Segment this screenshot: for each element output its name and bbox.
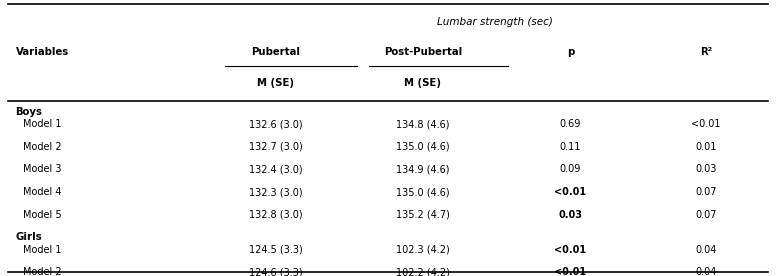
Text: 0.69: 0.69 [559,119,581,129]
Text: 0.03: 0.03 [559,210,582,220]
Text: 0.01: 0.01 [695,142,717,152]
Text: 0.03: 0.03 [695,164,717,174]
Text: 132.6 (3.0): 132.6 (3.0) [248,119,303,129]
Text: 134.9 (4.6): 134.9 (4.6) [397,164,449,174]
Text: 124.6 (3.3): 124.6 (3.3) [248,267,303,276]
Text: 102.3 (4.2): 102.3 (4.2) [396,245,450,255]
Text: 124.5 (3.3): 124.5 (3.3) [248,245,303,255]
Text: Model 2: Model 2 [23,267,62,276]
Text: 0.04: 0.04 [695,245,717,255]
Text: Model 3: Model 3 [23,164,62,174]
Text: 0.07: 0.07 [695,187,717,197]
Text: Variables: Variables [16,47,69,57]
Text: Model 1: Model 1 [23,119,62,129]
Text: M (SE): M (SE) [404,78,442,88]
Text: 135.0 (4.6): 135.0 (4.6) [396,187,450,197]
Text: <0.01: <0.01 [554,187,587,197]
Text: p: p [566,47,574,57]
Text: 135.2 (4.7): 135.2 (4.7) [396,210,450,220]
Text: 0.09: 0.09 [559,164,581,174]
Text: <0.01: <0.01 [691,119,721,129]
Text: 132.7 (3.0): 132.7 (3.0) [248,142,303,152]
Text: Pubertal: Pubertal [251,47,300,57]
Text: Post-Pubertal: Post-Pubertal [384,47,462,57]
Text: Lumbar strength (sec): Lumbar strength (sec) [437,17,553,27]
Text: 135.0 (4.6): 135.0 (4.6) [396,142,450,152]
Text: <0.01: <0.01 [554,245,587,255]
Text: 132.3 (3.0): 132.3 (3.0) [248,187,303,197]
Text: Model 5: Model 5 [23,210,62,220]
Text: Model 2: Model 2 [23,142,62,152]
Text: 134.8 (4.6): 134.8 (4.6) [397,119,449,129]
Text: M (SE): M (SE) [257,78,294,88]
Text: Girls: Girls [16,232,42,242]
Text: 102.2 (4.2): 102.2 (4.2) [396,267,450,276]
Text: 0.11: 0.11 [559,142,581,152]
Text: Model 4: Model 4 [23,187,62,197]
Text: 0.07: 0.07 [695,210,717,220]
Text: 0.04: 0.04 [695,267,717,276]
Text: 132.4 (3.0): 132.4 (3.0) [248,164,303,174]
Text: 132.8 (3.0): 132.8 (3.0) [248,210,303,220]
Text: R²: R² [700,47,712,57]
Text: Boys: Boys [16,107,43,117]
Text: Model 1: Model 1 [23,245,62,255]
Text: <0.01: <0.01 [554,267,587,276]
